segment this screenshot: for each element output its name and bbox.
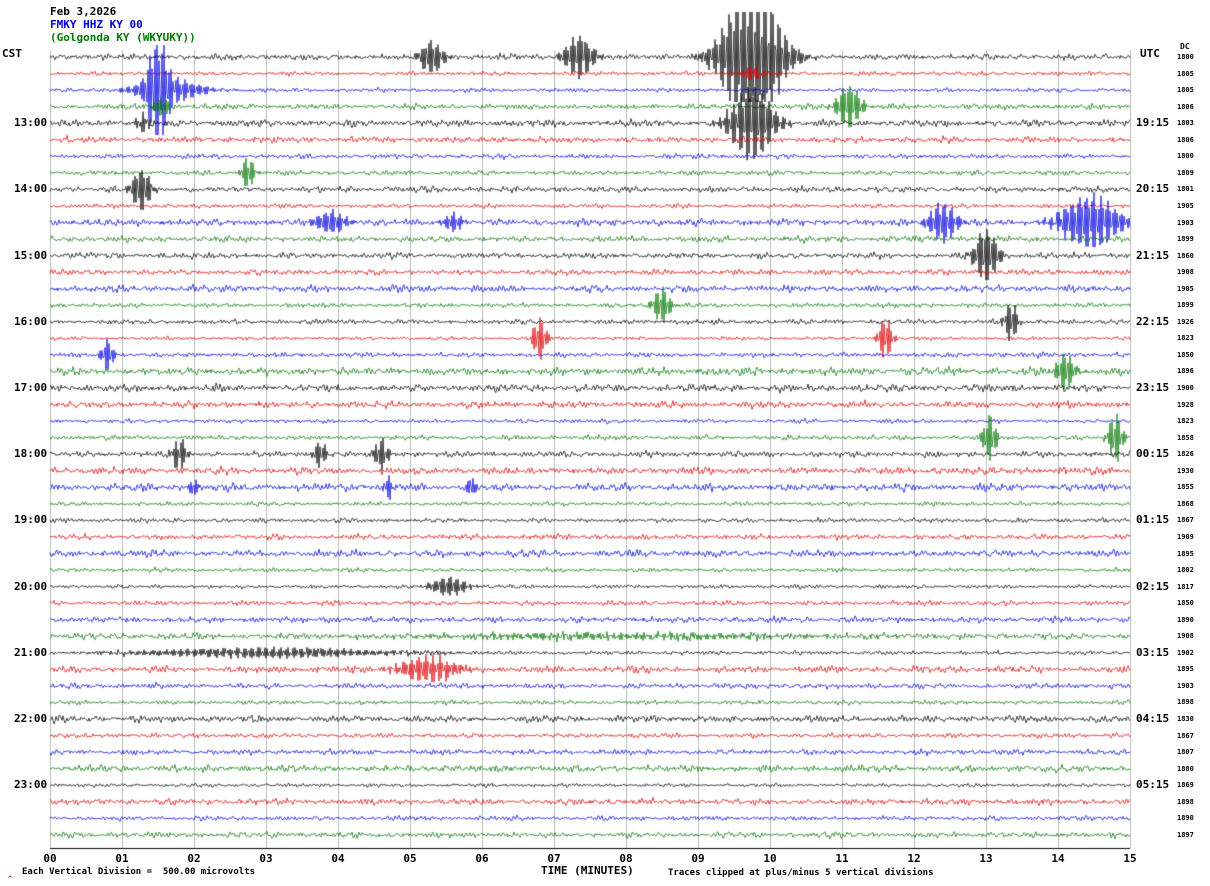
dc-value: 1898: [1177, 797, 1194, 806]
x-tick-label: 15: [1123, 852, 1137, 865]
cst-hour-label: 18:00: [14, 447, 48, 461]
utc-hour-label: 00:15: [1136, 447, 1170, 461]
dc-value: 1867: [1177, 516, 1194, 525]
dc-value: 1902: [1177, 648, 1194, 657]
dc-value: 1868: [1177, 499, 1194, 508]
dc-value: 1926: [1177, 317, 1194, 326]
dc-value: 1890: [1177, 615, 1194, 624]
dc-value: 1805: [1177, 69, 1194, 78]
cst-hour-label: 22:00: [14, 712, 48, 725]
utc-hour-label: 04:15: [1136, 712, 1170, 725]
dc-value: 1895: [1177, 665, 1194, 674]
dc-value: 1801: [1177, 185, 1194, 194]
cst-hour-label: 21:00: [14, 645, 48, 659]
utc-hour-label: 21:15: [1136, 248, 1170, 262]
utc-hour-label: 02:15: [1136, 579, 1170, 593]
utc-hour-label: 22:15: [1136, 314, 1170, 328]
dc-value: 1858: [1177, 433, 1194, 442]
x-tick-label: 03: [259, 852, 273, 865]
utc-hour-label: 05:15: [1136, 778, 1170, 792]
dc-value: 1806: [1177, 102, 1194, 111]
cst-hour-label: 23:00: [14, 778, 48, 792]
x-tick-label: 11: [835, 852, 849, 865]
x-tick-label: 13: [979, 852, 993, 865]
dc-value: 1869: [1177, 781, 1194, 790]
dc-value: 1903: [1177, 681, 1194, 690]
x-tick-label: 12: [907, 852, 921, 865]
dc-value: 1800: [1177, 152, 1194, 161]
dc-value: 1903: [1177, 218, 1194, 227]
dc-value: 1897: [1177, 830, 1194, 839]
station-location-label: (Golgonda KY (WKYUKY)): [50, 31, 196, 44]
dc-value: 1802: [1177, 566, 1194, 575]
dc-value: 1899: [1177, 235, 1194, 244]
dc-value: 1905: [1177, 284, 1194, 293]
dc-column-label: DC: [1180, 42, 1190, 51]
utc-hour-label: 01:15: [1136, 513, 1170, 527]
dc-value: 1896: [1177, 367, 1194, 376]
dc-value: 1855: [1177, 483, 1194, 492]
dc-value: 1807: [1177, 748, 1194, 757]
clip-note: Traces clipped at plus/minus 5 vertical …: [668, 868, 934, 878]
dc-value: 1899: [1177, 301, 1194, 310]
utc-hour-label: 19:15: [1136, 116, 1170, 130]
cst-hour-label: 19:00: [14, 513, 48, 527]
x-tick-label: 01: [115, 852, 129, 865]
dc-value: 1908: [1177, 268, 1194, 277]
x-tick-label: 10: [763, 852, 777, 865]
utc-hour-label: 20:15: [1136, 182, 1170, 196]
dc-value: 1908: [1177, 632, 1194, 641]
x-tick-label: 08: [619, 852, 633, 865]
dc-value: 1826: [1177, 450, 1194, 459]
dc-value: 1928: [1177, 400, 1194, 409]
dc-value: 1867: [1177, 731, 1194, 740]
red-corner-marker: ^: [8, 875, 13, 883]
scale-note: Each Vertical Division = 500.00 microvol…: [22, 867, 255, 877]
dc-value: 1830: [1177, 715, 1194, 723]
station-label: FMKY HHZ KY 00: [50, 18, 143, 31]
x-tick-label: 07: [547, 852, 561, 865]
dc-value: 1803: [1177, 119, 1194, 128]
dc-value: 1850: [1177, 599, 1194, 608]
x-tick-label: 04: [331, 852, 345, 865]
dc-value: 1898: [1177, 698, 1194, 707]
dc-value: 1809: [1177, 168, 1194, 177]
dc-value: 1850: [1177, 350, 1194, 359]
x-tick-label: 06: [475, 852, 489, 865]
dc-value: 1860: [1177, 251, 1194, 260]
dc-value: 1905: [1177, 201, 1194, 210]
cst-hour-label: 15:00: [14, 248, 48, 262]
cst-hour-label: 13:00: [14, 116, 48, 130]
cst-hour-label: 17:00: [14, 381, 48, 394]
cst-hour-label: 20:00: [14, 579, 48, 593]
dc-value: 1805: [1177, 86, 1194, 95]
dc-value: 1823: [1177, 334, 1194, 343]
date-label: Feb 3,2026: [50, 5, 117, 18]
title-block: Feb 3,2026 FMKY HHZ KY 00 (Golgonda KY (…: [50, 5, 196, 44]
dc-value: 1817: [1177, 582, 1194, 591]
dc-value: 1806: [1177, 135, 1194, 144]
dc-value: 1890: [1177, 814, 1194, 823]
dc-value: 1900: [1177, 384, 1194, 392]
x-tick-label: 09: [691, 852, 705, 865]
utc-hour-label: 23:15: [1136, 381, 1170, 394]
left-timezone-label: CST: [2, 47, 22, 60]
dc-value: 1895: [1177, 549, 1194, 558]
right-timezone-label: UTC: [1140, 47, 1160, 60]
dc-value: 1800: [1177, 53, 1194, 61]
x-axis-label: TIME (MINUTES): [541, 864, 634, 877]
x-tick-label: 00: [43, 852, 57, 865]
x-tick-label: 05: [403, 852, 417, 865]
dc-value: 1880: [1177, 764, 1194, 773]
dc-value: 1930: [1177, 466, 1194, 475]
dc-value: 1909: [1177, 532, 1194, 541]
cst-hour-label: 14:00: [14, 182, 48, 196]
x-tick-label: 14: [1051, 852, 1065, 865]
x-tick-label: 02: [187, 852, 201, 865]
utc-hour-label: 03:15: [1136, 645, 1170, 659]
cst-hour-label: 16:00: [14, 314, 48, 328]
dc-value: 1823: [1177, 417, 1194, 426]
